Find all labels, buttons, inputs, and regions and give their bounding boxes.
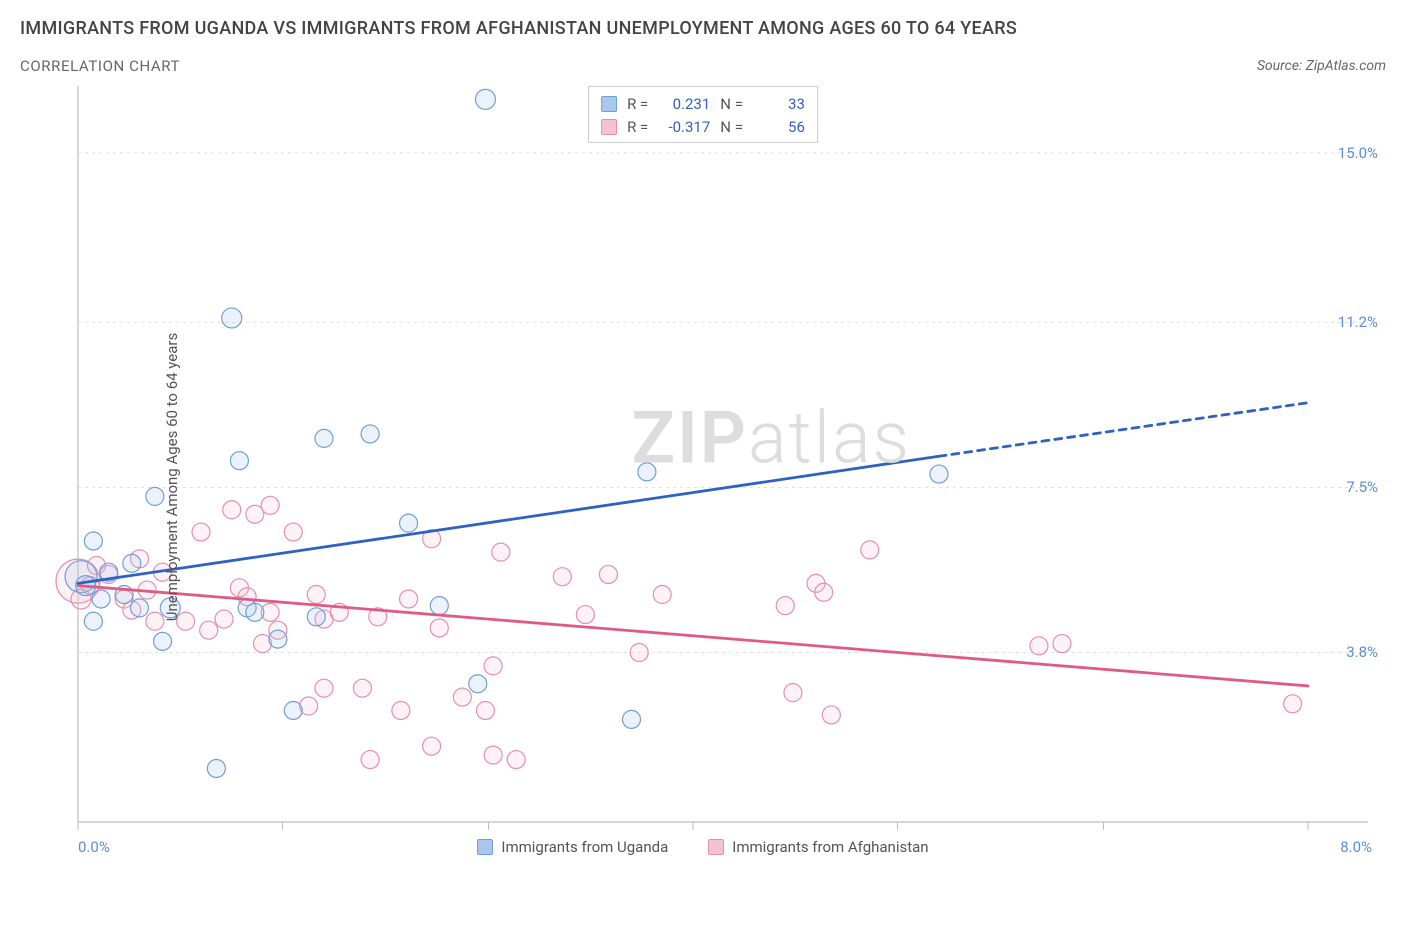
y-axis-tick-label: 7.5% <box>1346 478 1378 496</box>
swatch-afghanistan <box>708 839 724 855</box>
legend-item-afghanistan: Immigrants from Afghanistan <box>708 838 928 856</box>
swatch-uganda <box>601 96 617 112</box>
r-value: -0.317 <box>658 116 710 139</box>
legend-label: Immigrants from Afghanistan <box>732 838 928 856</box>
n-label: N = <box>720 116 743 139</box>
r-label: R = <box>627 116 648 139</box>
swatch-afghanistan <box>601 119 617 135</box>
subheader: CORRELATION CHART Source: ZipAtlas.com <box>0 45 1406 79</box>
stats-row-uganda: R = 0.231 N = 33 <box>601 93 805 116</box>
swatch-uganda <box>477 839 493 855</box>
scatter-plot-svg <box>20 84 1386 870</box>
source-label: Source: ZipAtlas.com <box>1257 58 1386 74</box>
n-value: 56 <box>753 116 805 139</box>
r-value: 0.231 <box>658 93 710 116</box>
n-value: 33 <box>753 93 805 116</box>
page-title: IMMIGRANTS FROM UGANDA VS IMMIGRANTS FRO… <box>20 18 1386 39</box>
correlation-chart: Unemployment Among Ages 60 to 64 years Z… <box>20 84 1386 870</box>
stats-legend-box: R = 0.231 N = 33 R = -0.317 N = 56 <box>588 86 818 143</box>
r-label: R = <box>627 93 648 116</box>
subtitle: CORRELATION CHART <box>20 57 180 75</box>
y-axis-tick-label: 3.8% <box>1346 643 1378 661</box>
y-axis-tick-label: 15.0% <box>1338 144 1378 162</box>
legend-label: Immigrants from Uganda <box>501 838 668 856</box>
stats-row-afghanistan: R = -0.317 N = 56 <box>601 116 805 139</box>
n-label: N = <box>720 93 743 116</box>
series-legend: Immigrants from Uganda Immigrants from Af… <box>20 838 1386 856</box>
y-axis-tick-label: 11.2% <box>1338 313 1378 331</box>
header: IMMIGRANTS FROM UGANDA VS IMMIGRANTS FRO… <box>0 0 1406 45</box>
legend-item-uganda: Immigrants from Uganda <box>477 838 668 856</box>
y-axis-label: Unemployment Among Ages 60 to 64 years <box>163 333 181 621</box>
